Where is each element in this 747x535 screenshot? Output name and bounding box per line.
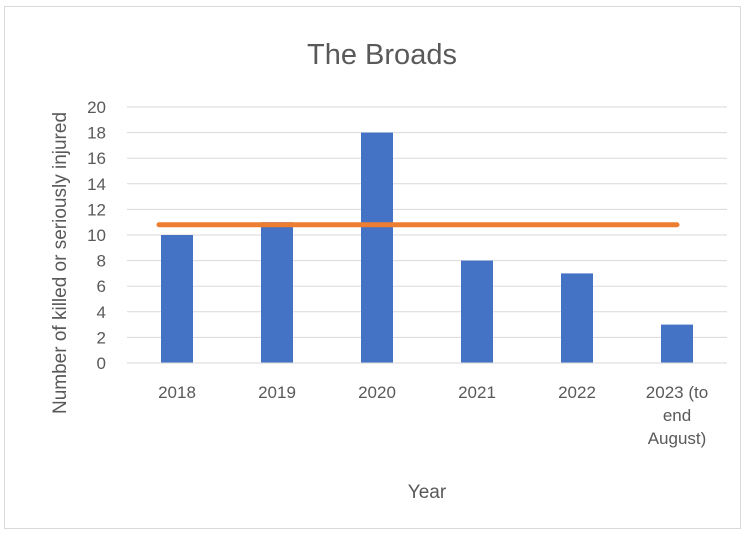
x-axis-ticks: 2018 2019 2020 2021 2022 2023 (to end August) [158, 383, 708, 448]
gridlines [127, 106, 727, 338]
chart-title: The Broads [307, 39, 457, 71]
x-tick-label-line: 2023 (to [646, 383, 708, 402]
y-axis-ticks: 0 2 4 6 8 10 12 14 16 18 20 [87, 98, 106, 373]
x-axis-title: Year [408, 482, 447, 503]
x-tick-label: 2022 [558, 383, 596, 402]
bar-2022 [561, 273, 593, 363]
y-tick-label: 18 [87, 124, 106, 143]
bar-2020 [361, 132, 393, 363]
x-tick-label-line: 2019 [258, 383, 296, 402]
x-tick-label: 2019 [258, 383, 296, 402]
bar-2023 [661, 324, 693, 363]
x-tick-label-line: end [663, 406, 691, 425]
y-tick-label: 12 [87, 200, 106, 219]
y-tick-label: 20 [87, 98, 106, 117]
bar-2021 [461, 260, 493, 363]
y-tick-label: 14 [87, 175, 106, 194]
x-tick-label-line: 2022 [558, 383, 596, 402]
y-tick-label: 4 [97, 303, 106, 322]
y-axis-title: Number of killed or seriously injured [50, 112, 71, 414]
x-tick-label: 2023 (to end August) [646, 383, 708, 448]
x-tick-label: 2021 [458, 383, 496, 402]
y-tick-label: 0 [97, 354, 106, 373]
bar-2019 [261, 222, 293, 363]
bar-2018 [161, 235, 193, 363]
x-tick-label-line: 2018 [158, 383, 196, 402]
y-tick-label: 2 [97, 328, 106, 347]
x-tick-label-line: 2020 [358, 383, 396, 402]
bars [161, 132, 693, 363]
y-tick-label: 8 [97, 252, 106, 271]
x-tick-label: 2018 [158, 383, 196, 402]
y-tick-label: 16 [87, 149, 106, 168]
x-tick-label: 2020 [358, 383, 396, 402]
x-tick-label-line: August) [648, 429, 707, 448]
y-tick-label: 6 [97, 277, 106, 296]
x-tick-label-line: 2021 [458, 383, 496, 402]
y-tick-label: 10 [87, 226, 106, 245]
